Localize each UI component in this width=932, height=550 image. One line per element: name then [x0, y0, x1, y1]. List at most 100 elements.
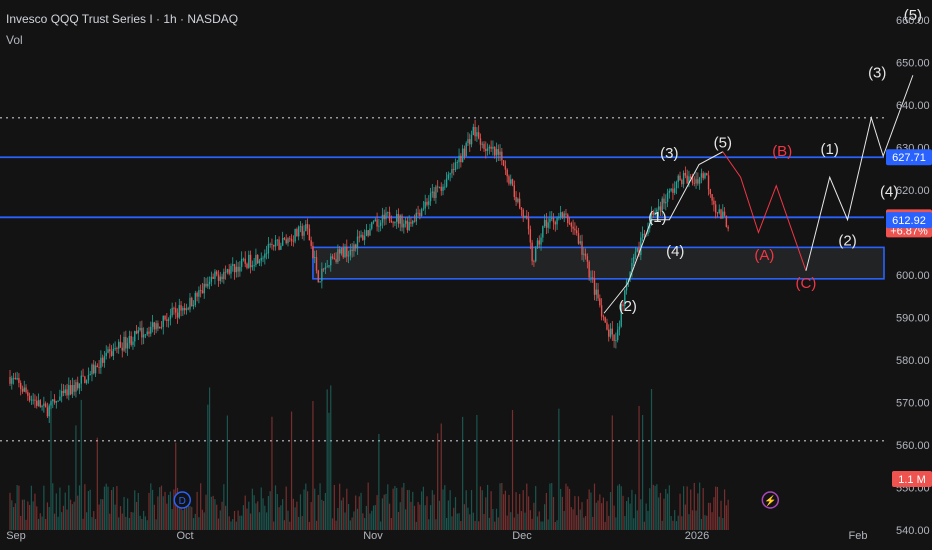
candle-body: [173, 307, 175, 309]
candle-body: [82, 375, 84, 377]
volume-bar: [244, 495, 246, 530]
volume-bar: [677, 515, 679, 530]
candle-body: [126, 343, 129, 349]
candle-body: [682, 173, 685, 185]
volume-bar: [93, 511, 95, 530]
candle-body: [166, 319, 168, 321]
corrective-wave-path[interactable]: [722, 151, 807, 271]
volume-bar: [440, 423, 442, 530]
volume-bar: [460, 521, 462, 530]
candle-body: [290, 238, 293, 241]
volume-bar: [248, 501, 250, 530]
candle-body: [137, 330, 140, 334]
event-marker[interactable]: [761, 491, 780, 509]
candle-body: [616, 329, 619, 341]
volume-bar: [408, 489, 410, 530]
candle-body: [713, 200, 715, 205]
candle-body: [80, 375, 82, 384]
volume-bar: [71, 504, 73, 530]
volume-bar: [96, 437, 98, 530]
candle-body: [297, 226, 300, 237]
volume-bar: [187, 496, 189, 530]
wave-label[interactable]: (1): [648, 209, 666, 226]
volume-bar: [609, 492, 612, 530]
candle-body: [237, 266, 239, 272]
support-zone-box[interactable]: [312, 246, 885, 280]
candle-body: [344, 246, 346, 258]
candle-body: [44, 403, 47, 408]
volume-bar: [119, 506, 122, 530]
volume-bar: [280, 505, 282, 530]
wave-label[interactable]: (2): [838, 232, 856, 249]
candle-body: [429, 193, 432, 202]
candle-body: [201, 290, 204, 294]
wave-label[interactable]: (1): [821, 141, 839, 158]
volume-bar: [629, 503, 631, 530]
volume-bar: [283, 520, 286, 530]
volume-bar: [134, 490, 136, 530]
candle-body: [652, 212, 655, 215]
volume-bar: [205, 494, 207, 530]
y-axis-tick-label: 590.00: [896, 313, 930, 325]
candle-body: [314, 257, 316, 259]
volume-bar: [246, 508, 248, 530]
volume-bar: [266, 512, 268, 530]
wave-label[interactable]: (C): [796, 275, 817, 292]
wave-label[interactable]: (2): [619, 298, 637, 315]
candle-body: [408, 222, 410, 231]
volume-bar: [636, 510, 638, 530]
volume-bar: [69, 499, 72, 530]
wave-label[interactable]: (4): [666, 243, 684, 260]
volume-bar: [601, 503, 603, 530]
candle-body: [472, 126, 475, 136]
dividend-marker[interactable]: [173, 491, 192, 509]
volume-bar: [331, 518, 334, 530]
volume-bar: [713, 497, 715, 530]
candle-body: [69, 385, 72, 395]
volume-bar: [663, 498, 665, 530]
impulse-wave-path[interactable]: [805, 75, 914, 271]
volume-bar: [132, 512, 134, 530]
wave-label[interactable]: (3): [868, 64, 886, 81]
candle-body: [586, 256, 589, 262]
volume-bar: [456, 513, 458, 530]
candle-body: [584, 253, 587, 257]
wave-label[interactable]: (4): [880, 183, 898, 200]
volume-bar: [251, 488, 253, 530]
volume-bar: [620, 486, 622, 530]
candle-body: [673, 188, 676, 193]
candle-body: [515, 196, 517, 202]
price-axis-label[interactable]: [886, 149, 932, 166]
impulse-wave-path[interactable]: [603, 151, 724, 314]
volume-axis-label[interactable]: [892, 471, 932, 487]
volume-indicator-label[interactable]: Vol: [6, 33, 23, 47]
candle-body: [461, 148, 464, 163]
volume-bar: [449, 490, 451, 530]
candle-body: [385, 212, 387, 220]
volume-bar: [339, 483, 341, 530]
volume-bar: [356, 508, 359, 530]
chart-title[interactable]: Invesco QQQ Trust Series I · 1h · NASDAQ: [6, 12, 239, 26]
candle-body: [48, 405, 50, 417]
wave-label[interactable]: (3): [660, 145, 678, 162]
volume-bar: [107, 486, 109, 530]
candle-body: [583, 253, 585, 255]
wave-label[interactable]: (A): [754, 247, 774, 264]
wave-label[interactable]: (B): [772, 143, 792, 160]
price-axis-label[interactable]: [886, 212, 932, 229]
volume-bar: [314, 488, 316, 530]
volume-bar: [223, 484, 225, 530]
volume-bar: [470, 490, 473, 530]
y-axis-tick-label: 540.00: [896, 525, 930, 537]
candle-body: [431, 191, 434, 194]
wave-label[interactable]: (5): [714, 135, 732, 152]
candle-body: [406, 220, 409, 231]
wave-label[interactable]: (5): [904, 7, 922, 24]
candle-body: [317, 270, 319, 283]
candle-body: [148, 331, 150, 334]
candle-body: [269, 243, 271, 245]
volume-bar: [618, 484, 621, 530]
volume-bar: [652, 484, 654, 530]
volume-bar: [185, 499, 188, 530]
